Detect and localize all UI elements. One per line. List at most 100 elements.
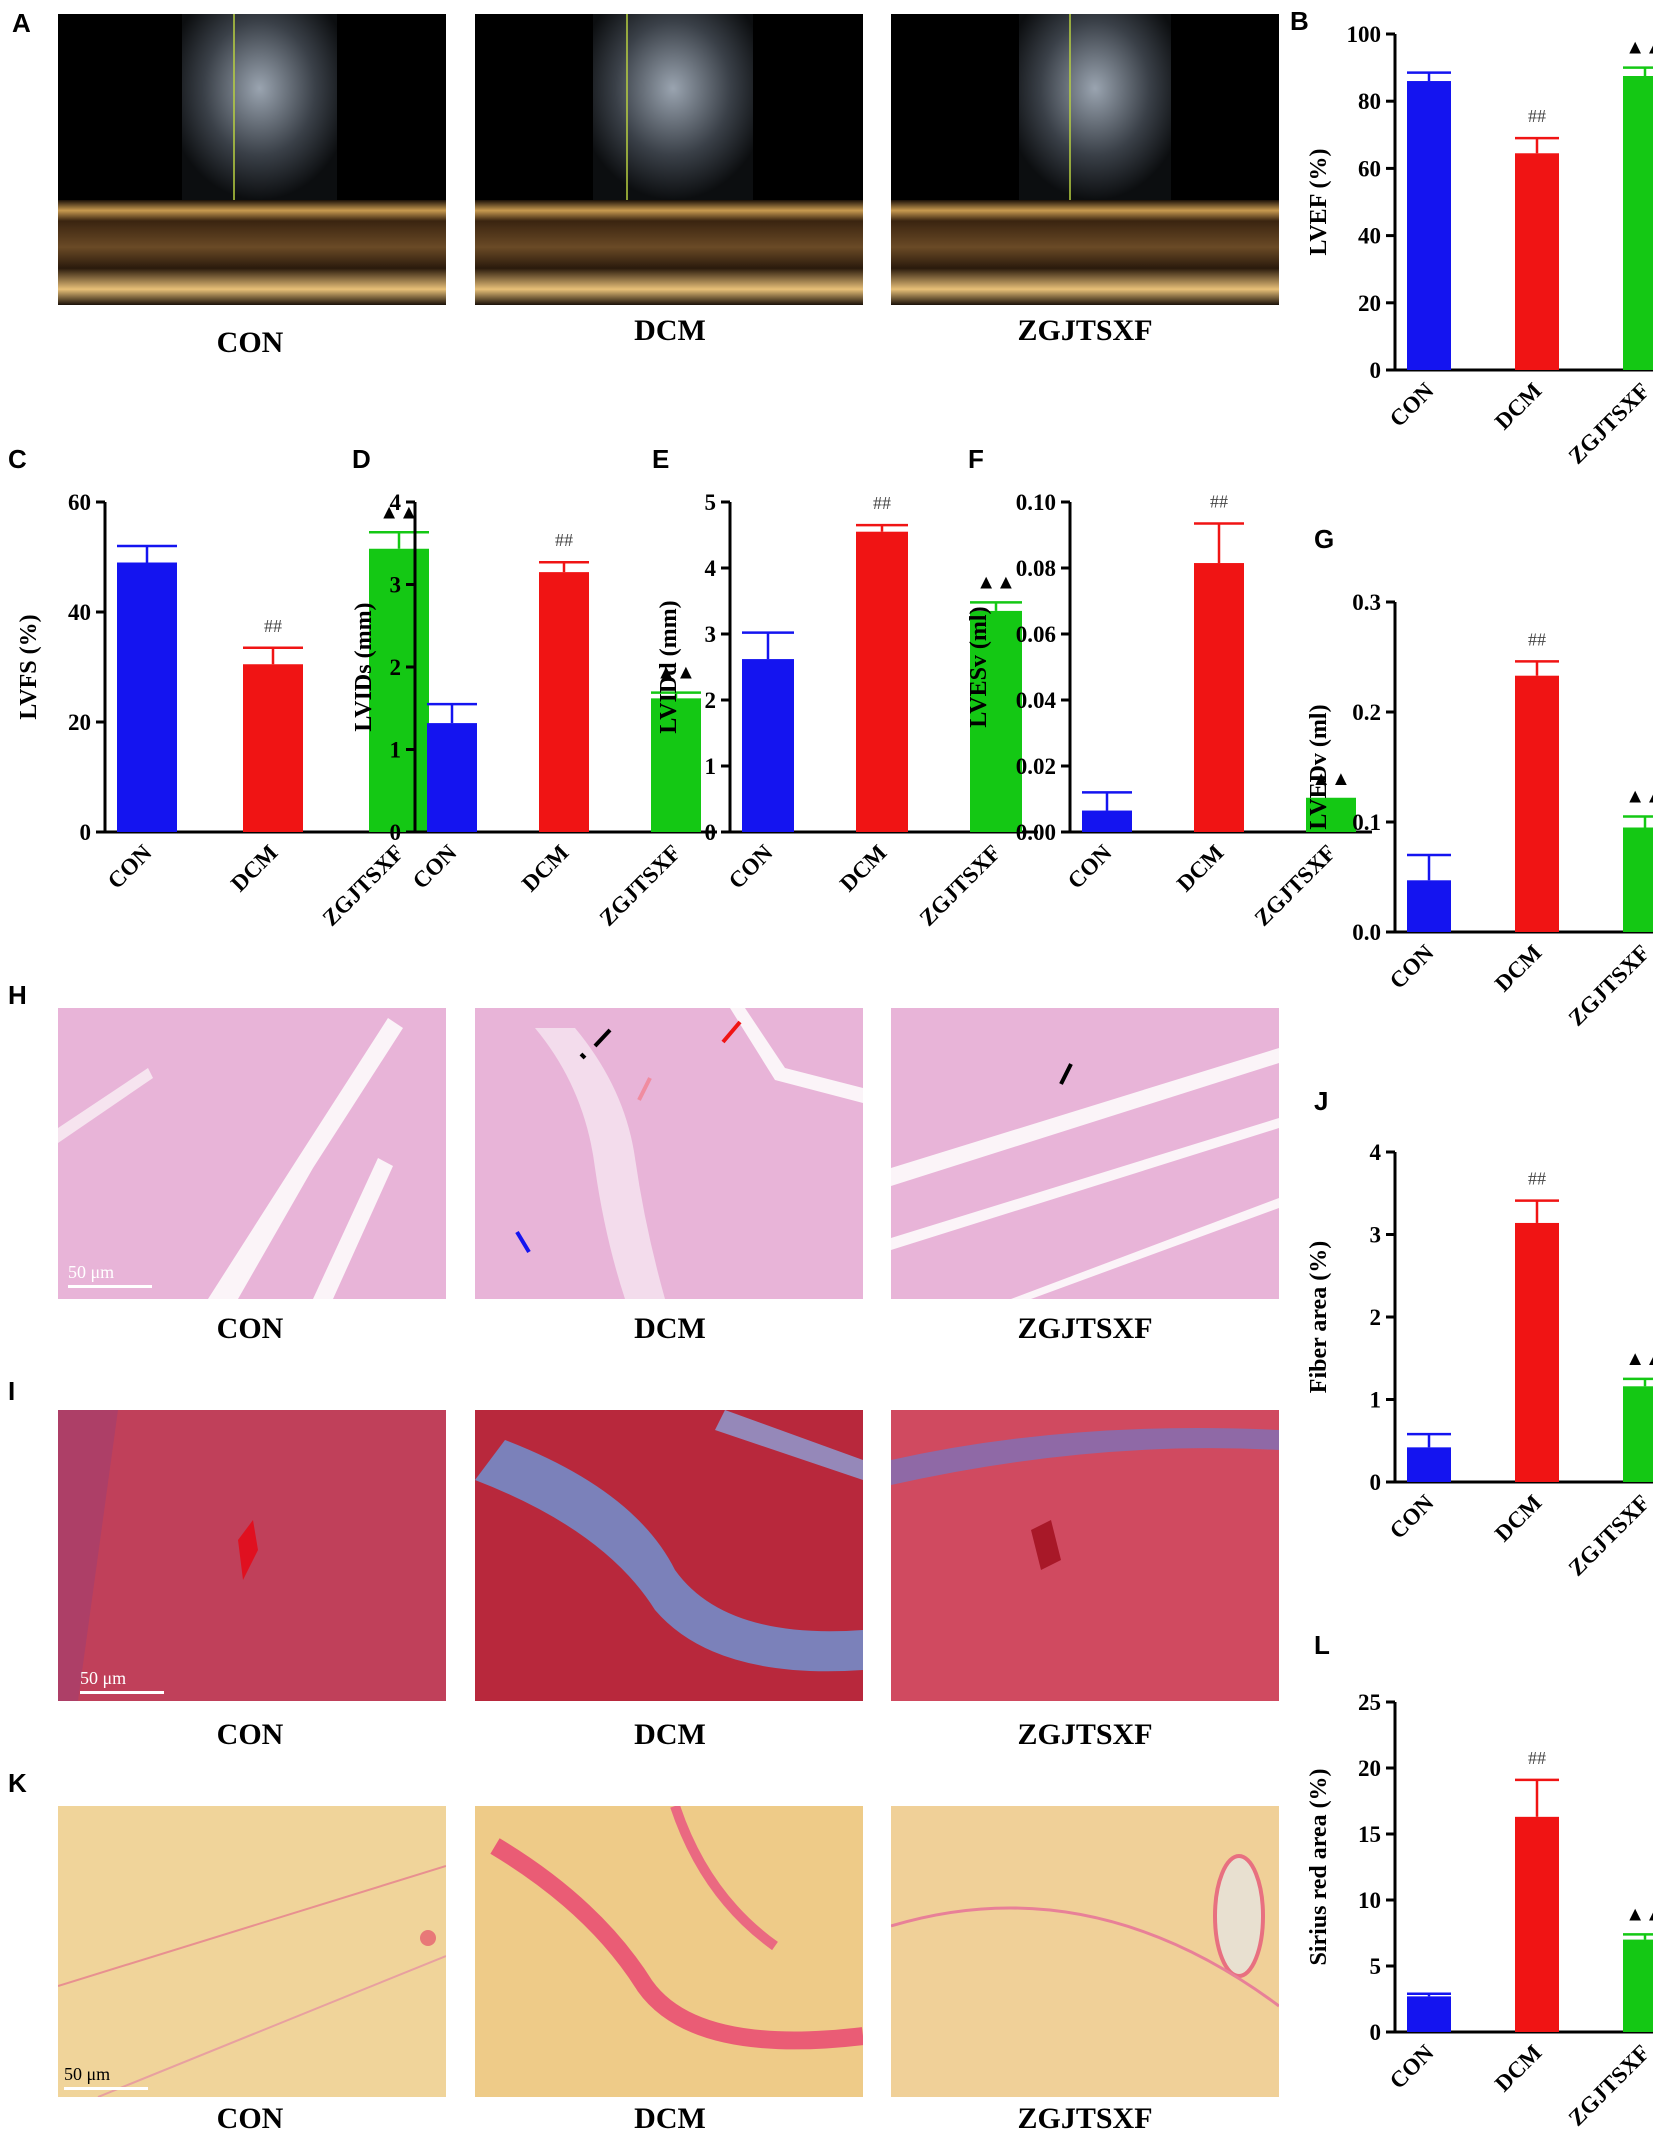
y-tick-label: 80: [1358, 89, 1381, 114]
y-tick-label: 0.10: [1016, 490, 1056, 515]
x-tick-label: ZGJTSXF: [1564, 1490, 1653, 1581]
bar-zgjtsxf: [1623, 76, 1653, 370]
he-image-zgjtsxf: [891, 1008, 1279, 1299]
panel-letter-a: A: [12, 8, 31, 38]
y-axis-label: LVEDv (ml): [1306, 704, 1332, 829]
panel-letter-k: K: [8, 1768, 27, 1798]
bar-zgjtsxf: [1623, 827, 1653, 932]
bar-dcm: [856, 531, 908, 832]
bar-dcm: [1515, 1222, 1559, 1482]
scale-bar-he: 50 μm: [68, 1262, 152, 1288]
panel-letter-e: E: [652, 444, 670, 474]
x-tick-label: CON: [1385, 1490, 1439, 1544]
x-tick-label: ZGJTSXF: [1564, 940, 1653, 1031]
bar-con: [1407, 1447, 1451, 1482]
echo-image-con: [58, 14, 446, 305]
sirius-image-con: [58, 1806, 446, 2097]
masson-image-con: [58, 1410, 446, 1701]
y-tick-label: 0: [390, 820, 402, 845]
y-axis-label: LVFS (%): [16, 614, 42, 719]
y-tick-label: 0.3: [1352, 590, 1381, 615]
x-tick-label: CON: [1385, 2040, 1439, 2094]
y-tick-label: 1: [705, 754, 717, 779]
masson-image-dcm: [475, 1410, 863, 1701]
scale-bar-label: 50 μm: [64, 2064, 111, 2084]
y-tick-label: 0.2: [1352, 700, 1381, 725]
x-tick-label: CON: [1063, 840, 1117, 894]
significance-hash: ##: [1528, 1748, 1546, 1768]
caption-masson-dcm: DCM: [634, 1718, 706, 1751]
bar-dcm: [1515, 1816, 1559, 2032]
y-axis-label: LVEF (%): [1306, 149, 1332, 256]
x-tick-label: CON: [103, 840, 157, 894]
significance-triangle: ▲▲: [976, 571, 1016, 593]
scale-bar-label: 50 μm: [68, 1262, 115, 1282]
y-tick-label: 0: [1370, 358, 1382, 383]
chart-sirius-red-area: 0 5 10 15 20 25 Sirius red area (%) CON ## DCM ▲▲ Z…: [1306, 1690, 1653, 2131]
y-tick-label: 1: [1370, 1388, 1382, 1413]
significance-triangle: ▲▲: [1625, 37, 1653, 59]
bar-con: [1407, 1996, 1451, 2032]
y-tick-label: 40: [68, 600, 91, 625]
y-tick-label: 20: [68, 710, 91, 735]
significance-hash: ##: [1528, 106, 1546, 126]
bar-zgjtsxf: [970, 610, 1022, 832]
caption-masson-con: CON: [216, 1718, 284, 1751]
y-tick-label: 0.02: [1016, 754, 1056, 779]
bar-dcm: [539, 572, 589, 832]
y-tick-label: 5: [705, 490, 717, 515]
caption-sirius-con: CON: [216, 2102, 284, 2135]
y-tick-label: 40: [1358, 224, 1381, 249]
bar-con: [427, 723, 477, 832]
y-tick-label: 3: [705, 622, 717, 647]
panel-letter-j: J: [1314, 1086, 1329, 1116]
panel-letter-h: H: [8, 980, 27, 1010]
significance-hash: ##: [873, 493, 891, 513]
y-tick-label: 5: [1370, 1954, 1382, 1979]
y-tick-label: 25: [1358, 1690, 1381, 1715]
sirius-image-zgjtsxf: [891, 1806, 1279, 2097]
y-tick-label: 0.00: [1016, 820, 1056, 845]
x-tick-label: CON: [1385, 378, 1439, 432]
y-axis-label: LVIDs (mm): [351, 602, 377, 731]
y-tick-label: 0.0: [1352, 920, 1381, 945]
significance-hash: ##: [1528, 1169, 1546, 1189]
chart-fiber-area: 0 1 2 3 4 Fiber area (%) CON ## DCM ▲▲ ZGJTSXF: [1306, 1140, 1653, 1581]
caption-masson-zgjtsxf: ZGJTSXF: [1017, 1718, 1153, 1751]
y-tick-label: 0: [1370, 2020, 1382, 2045]
x-tick-label: CON: [724, 840, 778, 894]
significance-hash: ##: [555, 530, 573, 550]
x-tick-label: DCM: [517, 840, 574, 897]
caption-he-con: CON: [216, 1312, 284, 1345]
x-tick-label: DCM: [226, 840, 283, 897]
significance-hash: ##: [1528, 629, 1546, 649]
y-tick-label: 3: [1370, 1223, 1382, 1248]
panel-letter-b: B: [1290, 6, 1309, 36]
y-tick-label: 0: [705, 820, 717, 845]
y-tick-label: 0.06: [1016, 622, 1056, 647]
x-tick-label: DCM: [1490, 1490, 1547, 1547]
scale-bar-sirius: 50 μm: [64, 2064, 148, 2090]
y-axis-label: Fiber area (%): [1306, 1241, 1332, 1393]
y-tick-label: 0.04: [1016, 688, 1057, 713]
scale-bar-label: 50 μm: [80, 1668, 127, 1688]
he-image-dcm: [475, 1008, 863, 1299]
y-tick-label: 4: [390, 490, 402, 515]
caption-he-dcm: DCM: [634, 1312, 706, 1345]
y-axis-label: LVIDd (mm): [656, 600, 682, 733]
panel-letter-f: F: [968, 444, 984, 474]
y-tick-label: 20: [1358, 1756, 1381, 1781]
scale-bar-masson: 50 μm: [80, 1668, 164, 1694]
bar-con: [742, 659, 794, 832]
caption-sirius-zgjtsxf: ZGJTSXF: [1017, 2102, 1153, 2135]
chart-lvef: 0 20 40 60 80 100 LVEF (%) CON ## DCM ▲▲ ZGJTSXF: [1306, 22, 1653, 469]
y-tick-label: 4: [1370, 1140, 1382, 1165]
x-tick-label: DCM: [1490, 378, 1547, 435]
panel-letter-l: L: [1314, 1630, 1330, 1660]
significance-triangle: ▲▲: [379, 501, 419, 523]
x-tick-label: DCM: [835, 840, 892, 897]
y-tick-label: 0.1: [1352, 810, 1381, 835]
bar-zgjtsxf: [1306, 799, 1356, 832]
x-tick-label: DCM: [1490, 940, 1547, 997]
chart-lvesv: 0.00 0.02 0.04 0.06 0.08 0.10 LVESv (ml) CON ## D…: [966, 490, 1372, 931]
